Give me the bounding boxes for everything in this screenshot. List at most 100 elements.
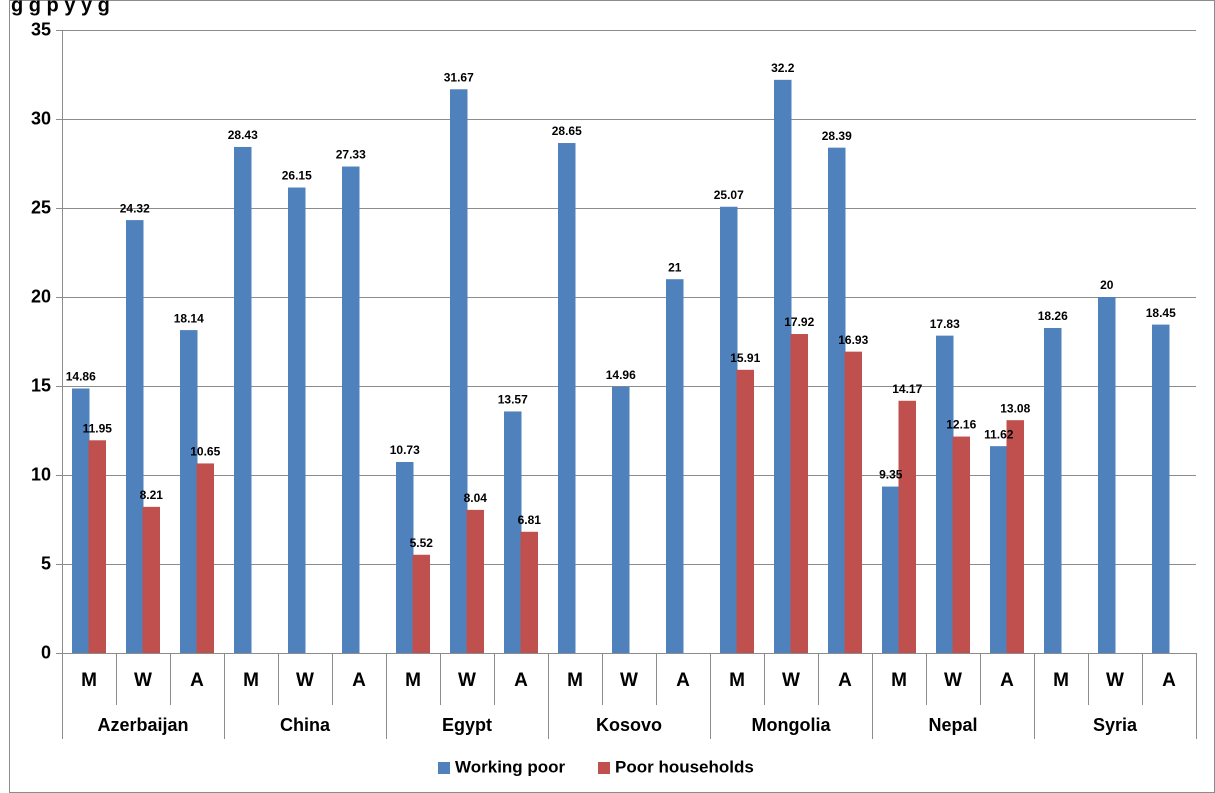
x-tick-label: A xyxy=(838,670,852,691)
data-label: 11.95 xyxy=(83,421,113,435)
x-tick-label: W xyxy=(134,670,152,691)
x-tick-label: M xyxy=(567,670,583,691)
bar-poor-households xyxy=(844,351,862,653)
data-labels: 14.86 24.32 18.14 28.43 26.15 27.33 10.73 31.67… xyxy=(66,61,1176,550)
x-tick-label: A xyxy=(676,670,690,691)
data-label: 28.43 xyxy=(228,128,258,142)
y-tick-label: 10 xyxy=(31,464,51,484)
data-label: 10.73 xyxy=(390,443,420,457)
data-label: 18.14 xyxy=(174,311,204,325)
bar-working-poor xyxy=(720,206,738,653)
data-label: 27.33 xyxy=(336,148,366,162)
x-tick-label: A xyxy=(190,670,204,691)
bar-working-poor xyxy=(180,330,198,653)
y-tick-label: 30 xyxy=(31,108,51,128)
data-label: 25.07 xyxy=(714,188,744,202)
bar-poor-households xyxy=(142,506,160,653)
group-label: Egypt xyxy=(442,715,492,735)
bar-working-poor xyxy=(936,335,954,653)
bar-working-poor xyxy=(504,411,522,653)
legend-label: Poor households xyxy=(615,757,754,776)
data-label: 28.39 xyxy=(822,129,852,143)
y-tick-label: 5 xyxy=(41,553,51,573)
x-tick-label: M xyxy=(891,670,907,691)
data-label: 20 xyxy=(1100,278,1114,292)
legend-swatch xyxy=(598,762,610,774)
legend-swatch xyxy=(438,762,450,774)
x-tick-label: M xyxy=(729,670,745,691)
data-label: 13.08 xyxy=(1000,401,1030,415)
data-label: 14.86 xyxy=(66,370,96,384)
bar-working-poor xyxy=(234,146,252,654)
bar-working-poor xyxy=(126,220,144,653)
data-label: 18.26 xyxy=(1038,309,1068,323)
bar-poor-households xyxy=(736,369,754,653)
data-label: 28.65 xyxy=(552,124,582,138)
data-label: 9.35 xyxy=(879,468,903,482)
data-label: 17.92 xyxy=(784,315,814,329)
group-label: Kosovo xyxy=(596,715,662,735)
bar-poor-households xyxy=(952,436,970,653)
data-label: 26.15 xyxy=(282,169,312,183)
bar-working-poor xyxy=(450,89,468,654)
bar-poor-households xyxy=(898,400,916,653)
bar-working-poor xyxy=(396,462,414,653)
bar-poor-households xyxy=(196,463,214,653)
group-label: Nepal xyxy=(928,715,977,735)
data-label: 13.57 xyxy=(498,393,528,407)
bar-working-poor xyxy=(828,147,846,653)
data-label: 5.52 xyxy=(410,536,434,550)
data-label: 8.21 xyxy=(140,488,164,502)
y-tick-label: 25 xyxy=(31,197,51,217)
y-tick-label: 0 xyxy=(41,642,51,662)
x-tick-label: M xyxy=(405,670,421,691)
x-tick-label: A xyxy=(352,670,366,691)
group-label: Syria xyxy=(1093,715,1138,735)
x-tick-label: M xyxy=(81,670,97,691)
x-tick-label: A xyxy=(514,670,528,691)
bar-working-poor xyxy=(990,446,1008,653)
bar-working-poor xyxy=(72,388,90,653)
x-tick-label: W xyxy=(458,670,476,691)
data-label: 14.17 xyxy=(892,382,922,396)
data-label: 21 xyxy=(668,260,682,274)
x-tick-label: M xyxy=(1053,670,1069,691)
bar-poor-households xyxy=(412,554,430,653)
legend: Working poor Poor households xyxy=(438,757,754,776)
group-label: Mongolia xyxy=(752,715,832,735)
bar-poor-households xyxy=(88,440,106,653)
data-label: 24.32 xyxy=(120,201,150,215)
group-label: China xyxy=(280,715,331,735)
data-label: 10.65 xyxy=(190,445,220,459)
data-label: 14.96 xyxy=(606,368,636,382)
bar-working-poor xyxy=(774,79,792,654)
bar-poor-households xyxy=(1006,420,1024,653)
y-tick-label: 15 xyxy=(31,375,51,395)
bar-working-poor xyxy=(666,279,684,653)
data-label: 11.62 xyxy=(984,427,1014,441)
x-tick-label: W xyxy=(944,670,962,691)
data-label: 18.45 xyxy=(1146,306,1176,320)
data-label: 8.04 xyxy=(464,491,488,505)
x-tick-label: A xyxy=(1162,670,1176,691)
bar-working-poor xyxy=(1098,297,1116,653)
data-label: 32.2 xyxy=(771,61,795,75)
data-label: 17.83 xyxy=(930,317,960,331)
data-label: 12.16 xyxy=(946,418,976,432)
axes: 0 5 10 15 20 25 30 35 M W A M W A M W A M W A M W A M W A M W A Azerb… xyxy=(31,19,1197,739)
x-tick-label: M xyxy=(243,670,259,691)
bar-poor-households xyxy=(790,334,808,653)
data-label: 15.91 xyxy=(730,351,760,365)
bar-poor-households xyxy=(466,509,484,653)
group-label: Azerbaijan xyxy=(97,715,188,735)
bar-working-poor xyxy=(612,386,630,653)
legend-label: Working poor xyxy=(455,757,566,776)
x-tick-label: W xyxy=(1106,670,1124,691)
x-tick-label: W xyxy=(620,670,638,691)
bars xyxy=(72,79,1170,654)
bar-working-poor xyxy=(558,143,576,653)
bar-working-poor xyxy=(342,166,360,653)
bar-working-poor xyxy=(882,486,900,653)
bar-working-poor xyxy=(1152,324,1170,653)
